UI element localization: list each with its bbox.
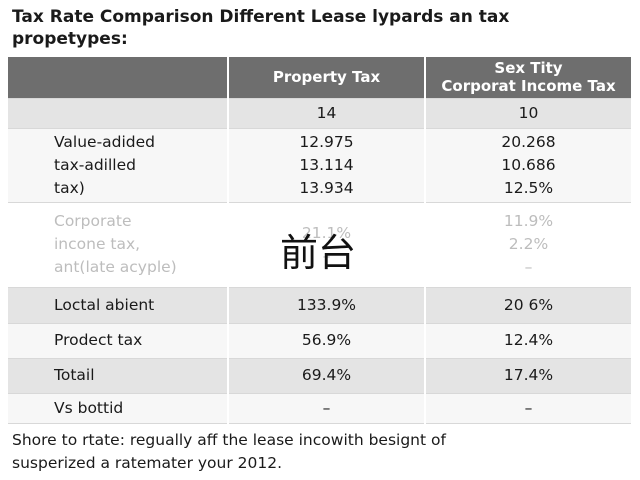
- cell-line: –: [322, 246, 331, 265]
- cell-line: 13.934: [299, 178, 354, 197]
- table-cell: [8, 57, 229, 99]
- cell-line: 20 6%: [503, 295, 554, 314]
- table-cell: Property Tax: [228, 57, 426, 99]
- cell-line: Prodect tax: [54, 331, 143, 349]
- cell-line: –: [524, 258, 533, 276]
- footnote-line: Shore to rtate: regually aff the lease i…: [12, 431, 446, 449]
- footnote-line: susperized a ratemater your 2012.: [12, 454, 283, 472]
- table-cell: Totail: [8, 358, 229, 394]
- table-cell: 12.4%: [425, 323, 633, 359]
- cell-line: Corporate: [54, 212, 132, 230]
- cell-line: 10.686: [501, 155, 556, 174]
- table-cell: 12.975 13.114 13.934: [228, 128, 426, 203]
- table-cell: –: [425, 393, 633, 424]
- cell-line: Vs bottid: [54, 398, 124, 417]
- cell-line: Totail: [54, 366, 95, 384]
- cell-line: 21.1%: [301, 223, 352, 242]
- cell-line: Corporat Income Tax: [441, 77, 616, 96]
- table-cell: 133.9%: [228, 287, 426, 324]
- cell-line: 20.268: [501, 132, 556, 151]
- cell-line: Property Tax: [272, 68, 381, 87]
- cell-line: Loctal abient: [54, 295, 155, 314]
- footnote: Shore to rtate: regually aff the lease i…: [12, 429, 446, 475]
- cell-line: Sex Tity: [494, 59, 563, 78]
- cell-line: ant(late acyple): [54, 258, 177, 276]
- cell-line: 10: [518, 103, 539, 122]
- cell-line: 69.4%: [301, 366, 352, 384]
- table-row: Prodect tax 56.9% 12.4%: [8, 323, 633, 359]
- cell-line: tax-adilled: [54, 155, 136, 174]
- cell-line: 12.4%: [503, 331, 554, 349]
- title-line: Tax Rate Comparison Different Lease lypa…: [12, 7, 510, 27]
- cell-line: 17.4%: [503, 366, 554, 384]
- table-cell: Corporate incone tax, ant(late acyple): [8, 202, 229, 288]
- cell-line: –: [322, 398, 331, 417]
- table-row: 14 10: [8, 98, 633, 129]
- table-row: Vs bottid – –: [8, 393, 633, 424]
- table-cell: 20 6%: [425, 287, 633, 324]
- title-line: propetypes:: [12, 29, 128, 49]
- table-cell: 10: [425, 98, 633, 129]
- table-cell: 20.268 10.686 12.5%: [425, 128, 633, 203]
- table-cell: 14: [228, 98, 426, 129]
- table-cell: 56.9%: [228, 323, 426, 359]
- table-cell: Loctal abient: [8, 287, 229, 324]
- cell-line: 56.9%: [301, 331, 352, 349]
- table-cell: –: [228, 393, 426, 424]
- cell-line: tax): [54, 178, 85, 197]
- table-cell: Sex Tity Corporat Income Tax: [425, 57, 633, 99]
- cell-line: 12.975: [299, 132, 354, 151]
- cell-line: 12.5%: [503, 178, 554, 197]
- cell-line: Value-adided: [54, 132, 156, 151]
- table-row: Corporate incone tax, ant(late acyple) 21.1…: [8, 202, 633, 288]
- cell-line: 2.2%: [508, 235, 549, 253]
- title: Tax Rate Comparison Different Lease lypa…: [12, 6, 509, 50]
- table-cell: 69.4%: [228, 358, 426, 394]
- overlay-label: 前台: [280, 231, 357, 275]
- table-cell: 21.1% –: [228, 202, 426, 288]
- tax-table: Property Tax Sex Tity Corporat Income Tax 1…: [8, 57, 633, 424]
- cell-line: incone tax,: [54, 235, 141, 253]
- cell-line: 11.9%: [503, 212, 554, 230]
- table-row: Totail 69.4% 17.4%: [8, 358, 633, 394]
- table-cell: Value-adided tax-adilled tax): [8, 128, 229, 203]
- table-cell: 17.4%: [425, 358, 633, 394]
- table-cell: [8, 98, 229, 129]
- table-cell: 11.9% 2.2% –: [425, 202, 633, 288]
- cell-line: –: [524, 398, 533, 417]
- header-row: Property Tax Sex Tity Corporat Income Tax: [8, 57, 633, 99]
- cell-line: 13.114: [299, 155, 354, 174]
- table-cell: Prodect tax: [8, 323, 229, 359]
- table-cell: Vs bottid: [8, 393, 229, 424]
- table-row: Loctal abient 133.9% 20 6%: [8, 287, 633, 324]
- table-row: Value-adided tax-adilled tax) 12.975 13.114 1…: [8, 128, 633, 203]
- cell-line: 133.9%: [296, 295, 357, 314]
- cell-line: 14: [316, 103, 337, 122]
